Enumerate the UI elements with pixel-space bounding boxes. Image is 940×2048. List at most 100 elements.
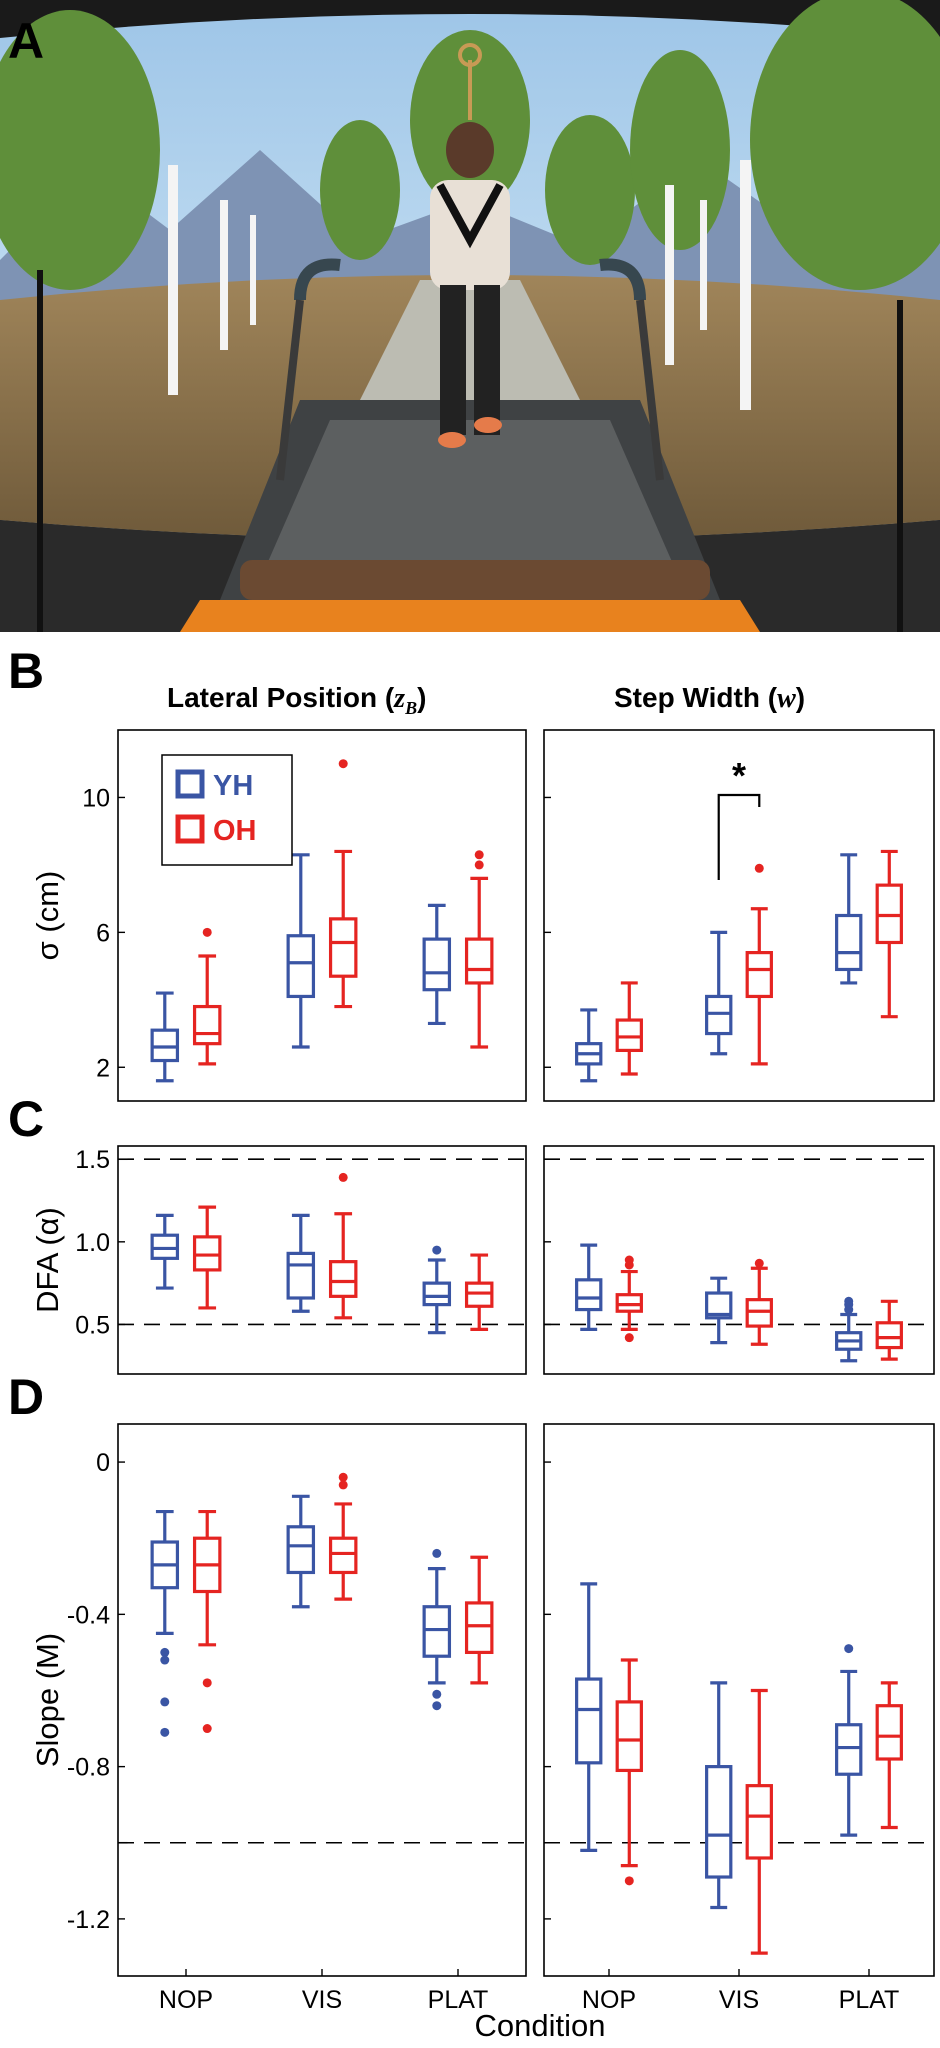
box-vis-yh [286, 1494, 316, 1609]
outlier-point [160, 1655, 170, 1665]
box-nop-yh [575, 1582, 603, 1852]
box-vis-oh [328, 1472, 358, 1601]
iqr-box [745, 1784, 773, 1860]
iqr-box [575, 1677, 603, 1765]
iqr-box [422, 1605, 452, 1658]
x-tick-label-plat: PLAT [839, 1986, 900, 2014]
plot-d-col-2 [543, 1423, 935, 1977]
iqr-box [464, 1601, 494, 1655]
box-plat-yh [835, 1644, 863, 1837]
box-vis-yh [705, 1276, 733, 1345]
iqr-box [835, 913, 863, 972]
axes-frame [543, 729, 935, 1102]
x-tick-label-nop: NOP [582, 1986, 636, 2014]
box-nop-yh [150, 991, 180, 1083]
y-tick-label: 1.0 [75, 1229, 110, 1257]
iqr-box [422, 937, 452, 992]
iqr-box [286, 1251, 316, 1300]
outlier-point [338, 1172, 348, 1182]
box-plat-oh [464, 1555, 494, 1685]
y-tick-label: -0.4 [67, 1601, 110, 1629]
box-nop-oh [615, 1255, 643, 1343]
y-tick-label: -1.2 [67, 1906, 110, 1934]
iqr-box [328, 1536, 358, 1575]
treadmill-vr-photo [0, 0, 940, 632]
iqr-box [150, 1233, 180, 1260]
iqr-box [875, 1321, 903, 1350]
iqr-box [192, 1235, 222, 1272]
outlier-point [432, 1245, 442, 1255]
y-tick-label: 1.5 [75, 1146, 110, 1174]
legend-swatch-yh [175, 769, 205, 799]
iqr-box [328, 917, 358, 978]
box-nop-oh [615, 981, 643, 1076]
box-vis-yh [705, 1681, 733, 1910]
iqr-box [615, 1700, 643, 1773]
box-plat-oh [875, 1299, 903, 1361]
panel-letter-c: C [8, 1091, 44, 1147]
column-title-lateral-position: Lateral Position (zB) [167, 682, 426, 718]
iqr-box [464, 937, 494, 985]
box-nop-yh [150, 1509, 180, 1737]
box-vis-yh [705, 930, 733, 1056]
box-nop-yh [575, 1243, 603, 1331]
box-plat-yh [422, 903, 452, 1026]
outlier-point [432, 1689, 442, 1699]
iqr-box [875, 883, 903, 945]
outlier-point [160, 1647, 170, 1657]
box-nop-yh [575, 1008, 603, 1083]
x-axis-title: Condition [475, 2008, 606, 2043]
box-plot-grid: 2 6 10 σ (cm) 0.5 1.0 1.5 DFA (α) 0 -0.4 -0.8 -1.2 S… [30, 729, 935, 1977]
outlier-point [338, 1480, 348, 1490]
box-plat-yh [835, 853, 863, 985]
iqr-box [150, 1028, 180, 1063]
outlier-point [202, 927, 212, 937]
box-plat-oh [875, 849, 903, 1019]
column-title-step-width: Step Width (w) [614, 682, 805, 714]
outlier-point [624, 1255, 634, 1265]
axes-frame [543, 1145, 935, 1375]
panel-letter-b: B [8, 643, 44, 699]
y-tick-label: 2 [96, 1054, 110, 1082]
iqr-box [705, 994, 733, 1036]
legend-label-yh: YH [213, 770, 253, 802]
iqr-box [745, 1298, 773, 1328]
box-plat-yh [835, 1296, 863, 1363]
significance-star: * [732, 755, 746, 796]
outlier-point [432, 1701, 442, 1711]
legend: YH OH [161, 754, 293, 866]
box-vis-oh [328, 1172, 358, 1320]
box-plat-yh [422, 1548, 452, 1711]
panel-letter-a: A [8, 13, 44, 69]
outlier-point [474, 860, 484, 870]
plot-d-col-1: 0 -0.4 -0.8 -1.2 Slope (M) [30, 1423, 527, 1977]
bracket-line [717, 793, 761, 880]
iqr-box [422, 1281, 452, 1307]
box-vis-oh [745, 1258, 773, 1346]
box-nop-oh [192, 1205, 222, 1310]
outlier-point [624, 1876, 634, 1886]
box-nop-yh [150, 1213, 180, 1290]
y-tick-label: -0.8 [67, 1754, 110, 1782]
iqr-box [835, 1723, 863, 1776]
iqr-box [705, 1765, 733, 1879]
iqr-box [875, 1704, 903, 1761]
box-vis-oh [745, 863, 773, 1066]
legend-swatch-oh [175, 814, 205, 844]
panel-letter-d: D [8, 1369, 44, 1425]
outlier-point [432, 1548, 442, 1558]
legend-label-oh: OH [213, 815, 257, 847]
box-plat-oh [875, 1681, 903, 1830]
x-tick-label-plat: PLAT [428, 1986, 489, 2014]
box-plat-oh [464, 1253, 494, 1331]
outlier-point [754, 863, 764, 873]
axes-frame [117, 1145, 527, 1375]
outlier-point [754, 1258, 764, 1268]
outlier-point [160, 1697, 170, 1707]
y-tick-label: 0.5 [75, 1311, 110, 1339]
outlier-point [202, 1724, 212, 1734]
plot-b-col-1: 2 6 10 σ (cm) [30, 729, 527, 1102]
iqr-box [192, 1004, 222, 1046]
x-tick-label-vis: VIS [719, 1986, 759, 2014]
